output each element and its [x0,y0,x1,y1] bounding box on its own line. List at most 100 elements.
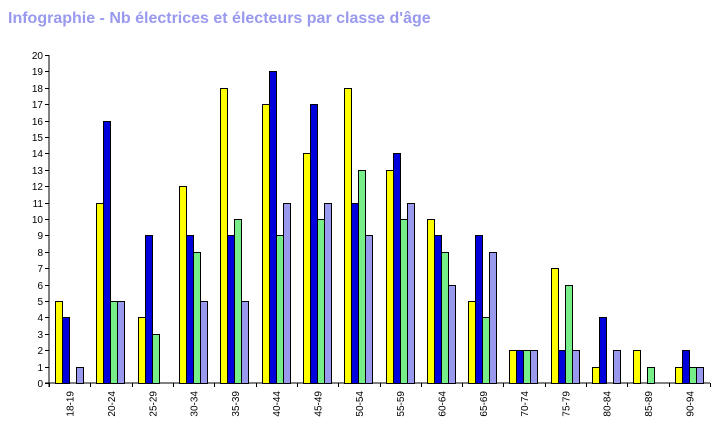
x-tick-label: 40-44 [272,391,283,417]
bar-30-34-s2 [186,235,194,384]
x-tick-label: 80-84 [603,391,614,417]
y-tick-label: 19 [32,67,44,78]
bar-65-69-s3 [482,317,490,384]
x-tick-label: 65-69 [479,391,490,417]
bar-20-24-s2 [103,121,111,384]
x-tick-label: 75-79 [561,391,572,417]
y-tick-label: 2 [37,346,43,357]
y-tick-label: 0 [37,379,43,390]
x-tick-label: 85-89 [644,391,655,417]
bar-18-19-s1 [55,301,63,384]
bar-18-19-s2 [62,317,70,384]
bar-50-54-s1 [344,88,352,384]
bar-60-64-s2 [434,235,442,384]
bar-70-74-s4 [530,350,538,384]
bar-85-89-s1 [633,350,641,384]
bar-75-79-s3 [565,285,573,384]
y-tick-label: 11 [33,199,44,210]
bar-25-29-s1 [138,317,146,384]
bar-65-69-s1 [468,301,476,384]
bar-50-54-s3 [358,170,366,384]
bar-55-59-s1 [386,170,394,384]
bar-55-59-s3 [400,219,408,384]
y-tick-label: 6 [37,281,43,292]
bar-35-39-s3 [234,219,242,384]
bar-40-44-s3 [276,235,284,384]
bar-60-64-s3 [441,252,449,384]
bar-45-49-s3 [317,219,325,384]
x-tick-label: 20-24 [107,391,118,417]
y-tick-label: 9 [37,231,43,242]
bar-70-74-s2 [516,350,524,384]
y-tick-label: 20 [32,51,44,62]
bar-35-39-s4 [241,301,249,384]
y-tick-label: 7 [37,264,43,275]
bar-40-44-s4 [283,203,291,384]
y-tick-label: 8 [37,248,43,259]
y-tick-label: 17 [32,100,44,111]
bar-60-64-s1 [427,219,435,384]
y-tick-label: 15 [32,133,44,144]
bar-45-49-s1 [303,153,311,384]
x-tick-label: 35-39 [231,391,242,417]
bar-80-84-s1 [592,367,600,384]
bar-75-79-s1 [551,268,559,384]
bar-75-79-s2 [558,350,566,384]
y-tick-label: 14 [32,149,44,160]
x-tick-label: 70-74 [520,391,531,417]
bar-25-29-s2 [145,235,153,384]
bar-20-24-s1 [96,203,104,384]
bar-60-64-s4 [448,285,456,384]
bar-90-94-s1 [675,367,683,384]
bar-70-74-s1 [509,350,517,384]
bar-90-94-s2 [682,350,690,384]
bar-40-44-s1 [262,104,270,384]
bar-55-59-s4 [407,203,415,384]
bar-65-69-s4 [489,252,497,384]
x-tick-label: 50-54 [355,391,366,417]
bar-75-79-s4 [572,350,580,384]
y-tick-label: 10 [32,215,44,226]
bar-35-39-s1 [220,88,228,384]
bar-30-34-s3 [193,252,201,384]
x-axis-ticks: 18-19 20-24 25-29 30-34 35-39 40-44 45-49 50-54… [49,383,711,417]
x-tick-label: 30-34 [190,391,201,417]
bar-90-94-s3 [689,367,697,384]
bar-18-19-s4 [76,367,84,384]
y-tick-label: 13 [32,166,44,177]
bar-20-24-s3 [110,301,118,384]
y-tick-label: 16 [32,117,44,128]
chart-title: Infographie - Nb électrices et électeurs… [8,10,431,27]
y-tick-label: 5 [37,297,43,308]
bar-55-59-s2 [393,153,401,384]
bar-45-49-s4 [324,203,332,384]
x-tick-label: 60-64 [437,391,448,417]
x-tick-label: 18-19 [66,391,77,417]
x-tick-label: 55-59 [396,391,407,417]
bar-30-34-s4 [200,301,208,384]
chart-bars [55,71,704,384]
bar-35-39-s2 [227,235,235,384]
bar-50-54-s2 [351,203,359,384]
bar-70-74-s3 [523,350,531,384]
y-tick-label: 4 [37,313,43,324]
bar-90-94-s4 [696,367,704,384]
y-tick-label: 1 [37,363,43,374]
bar-40-44-s2 [269,71,277,384]
y-tick-label: 18 [32,84,44,95]
bar-85-89-s3 [647,367,655,384]
bar-80-84-s4 [613,350,621,384]
bar-80-84-s2 [599,317,607,384]
bar-20-24-s4 [117,301,125,384]
bar-25-29-s3 [152,334,160,384]
bar-45-49-s2 [310,104,318,384]
x-tick-label: 25-29 [148,391,159,417]
x-tick-label: 45-49 [314,391,325,417]
bar-65-69-s2 [475,235,483,384]
bar-50-54-s4 [365,235,373,384]
y-tick-label: 3 [37,330,43,341]
bar-30-34-s1 [179,186,187,384]
y-tick-label: 12 [32,182,44,193]
